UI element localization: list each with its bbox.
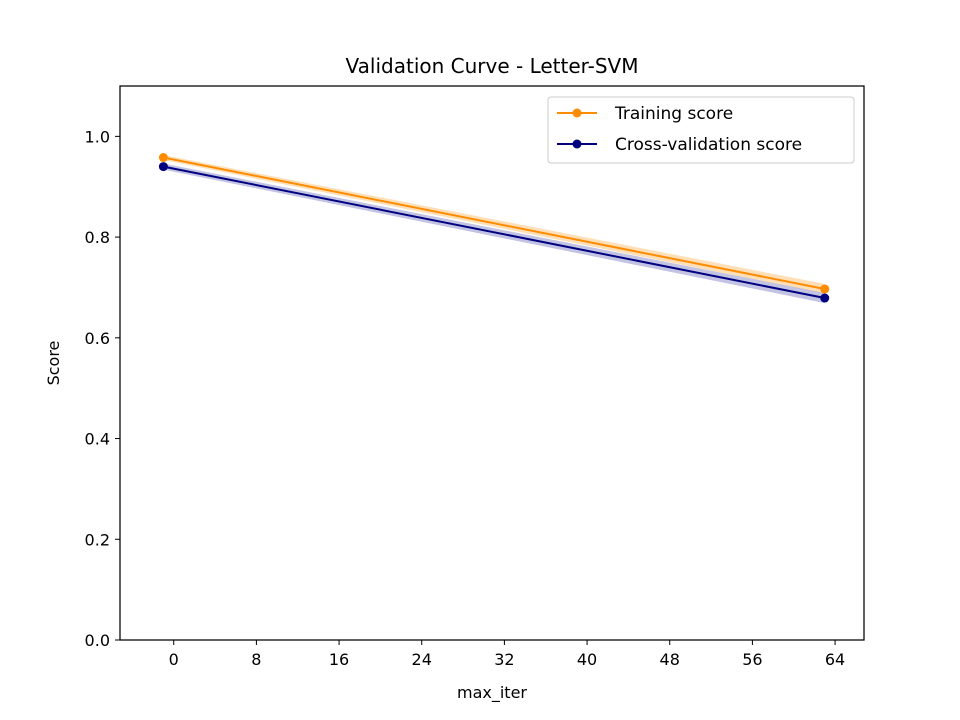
y-tick-label: 0.2	[85, 530, 110, 549]
training-score-legend-label: Training score	[614, 104, 733, 124]
x-axis-ticks: 0 8 16 24 32 40 48 56 64	[169, 640, 845, 669]
training-score-line	[163, 156, 825, 290]
y-tick-label: 0.4	[85, 430, 110, 449]
legend: Training score Cross-validation score	[547, 96, 855, 164]
x-tick-label: 56	[742, 650, 762, 669]
cross-validation-score-point	[158, 162, 168, 172]
cross-validation-score-legend-label: Cross-validation score	[615, 135, 802, 155]
x-tick-label: 32	[494, 650, 514, 669]
x-tick-label: 16	[329, 650, 349, 669]
y-tick-label: 0.0	[85, 631, 110, 650]
training-score-point	[158, 153, 168, 163]
y-tick-label: 1.0	[85, 127, 110, 146]
cross-validation-score-line	[163, 165, 825, 300]
x-tick-label: 24	[412, 650, 432, 669]
chart-title: Validation Curve - Letter-SVM	[346, 54, 639, 78]
series-lines	[163, 156, 825, 300]
x-tick-label: 8	[251, 650, 261, 669]
cross-validation-score-legend-marker	[572, 139, 582, 149]
x-axis-label: max_iter	[457, 683, 527, 703]
legend-box	[547, 96, 855, 164]
y-tick-label: 0.8	[85, 228, 110, 247]
series-markers	[158, 153, 830, 303]
x-tick-label: 0	[169, 650, 179, 669]
cross-validation-score-point	[820, 293, 830, 303]
x-tick-label: 64	[825, 650, 845, 669]
x-tick-label: 40	[577, 650, 597, 669]
y-tick-label: 0.6	[85, 329, 110, 348]
plot-frame	[119, 85, 865, 641]
x-tick-label: 48	[660, 650, 680, 669]
training-score-point	[820, 284, 830, 294]
training-score-legend-marker	[572, 108, 582, 118]
y-axis-label: Score	[44, 341, 63, 386]
y-axis-ticks: 0.0 0.2 0.4 0.6 0.8 1.0	[85, 127, 120, 650]
